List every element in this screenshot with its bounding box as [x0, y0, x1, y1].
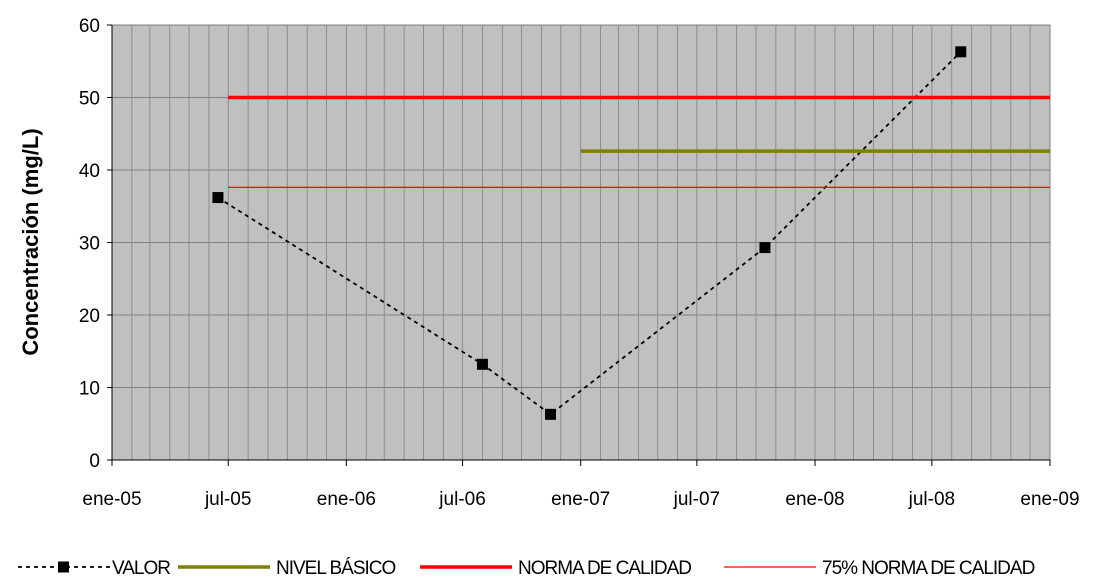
x-tick-label: jul-05 [204, 489, 251, 510]
y-tick-labels: 0 10 20 30 40 50 60 [79, 16, 112, 472]
series-layer [212, 46, 1050, 420]
legend-label: 75% NORMA DE CALIDAD [822, 558, 1035, 579]
y-tick-label: 60 [79, 16, 100, 37]
x-tick-label: jul-06 [438, 489, 485, 510]
data-point-marker [212, 192, 224, 204]
legend-marker [58, 561, 69, 573]
series-line [217, 51, 962, 416]
y-tick-label: 20 [79, 306, 100, 327]
x-tick-label: ene-06 [317, 489, 376, 510]
x-tick-labels: ene-05 jul-05 ene-06 jul-06 ene-07 jul-07 ene-… [82, 460, 1080, 510]
x-tick-label: ene-05 [82, 489, 141, 510]
legend-label: VALOR [112, 558, 170, 579]
y-tick-label: 0 [89, 451, 100, 472]
y-tick-label: 10 [79, 379, 100, 400]
x-tick-label: jul-08 [908, 489, 955, 510]
legend-label: NIVEL BÁSICO [276, 558, 396, 579]
y-tick-label: 30 [79, 234, 100, 255]
data-point-marker [476, 358, 488, 370]
x-tick-label: jul-07 [673, 489, 720, 510]
y-tick-label: 50 [79, 89, 100, 110]
y-tick-label: 40 [79, 161, 100, 182]
x-tick-label: ene-07 [551, 489, 610, 510]
x-tick-label: ene-09 [1020, 489, 1079, 510]
legend: VALOR NIVEL BÁSICO NORMA DE CALIDAD 75% NOR… [18, 558, 1036, 579]
legend-label: NORMA DE CALIDAD [518, 558, 691, 579]
data-point-marker [545, 408, 557, 420]
data-point-marker [955, 46, 967, 58]
x-tick-label: ene-08 [785, 489, 844, 510]
data-point-marker [759, 242, 771, 254]
y-axis-title: Concentración (mg/L) [18, 128, 43, 355]
